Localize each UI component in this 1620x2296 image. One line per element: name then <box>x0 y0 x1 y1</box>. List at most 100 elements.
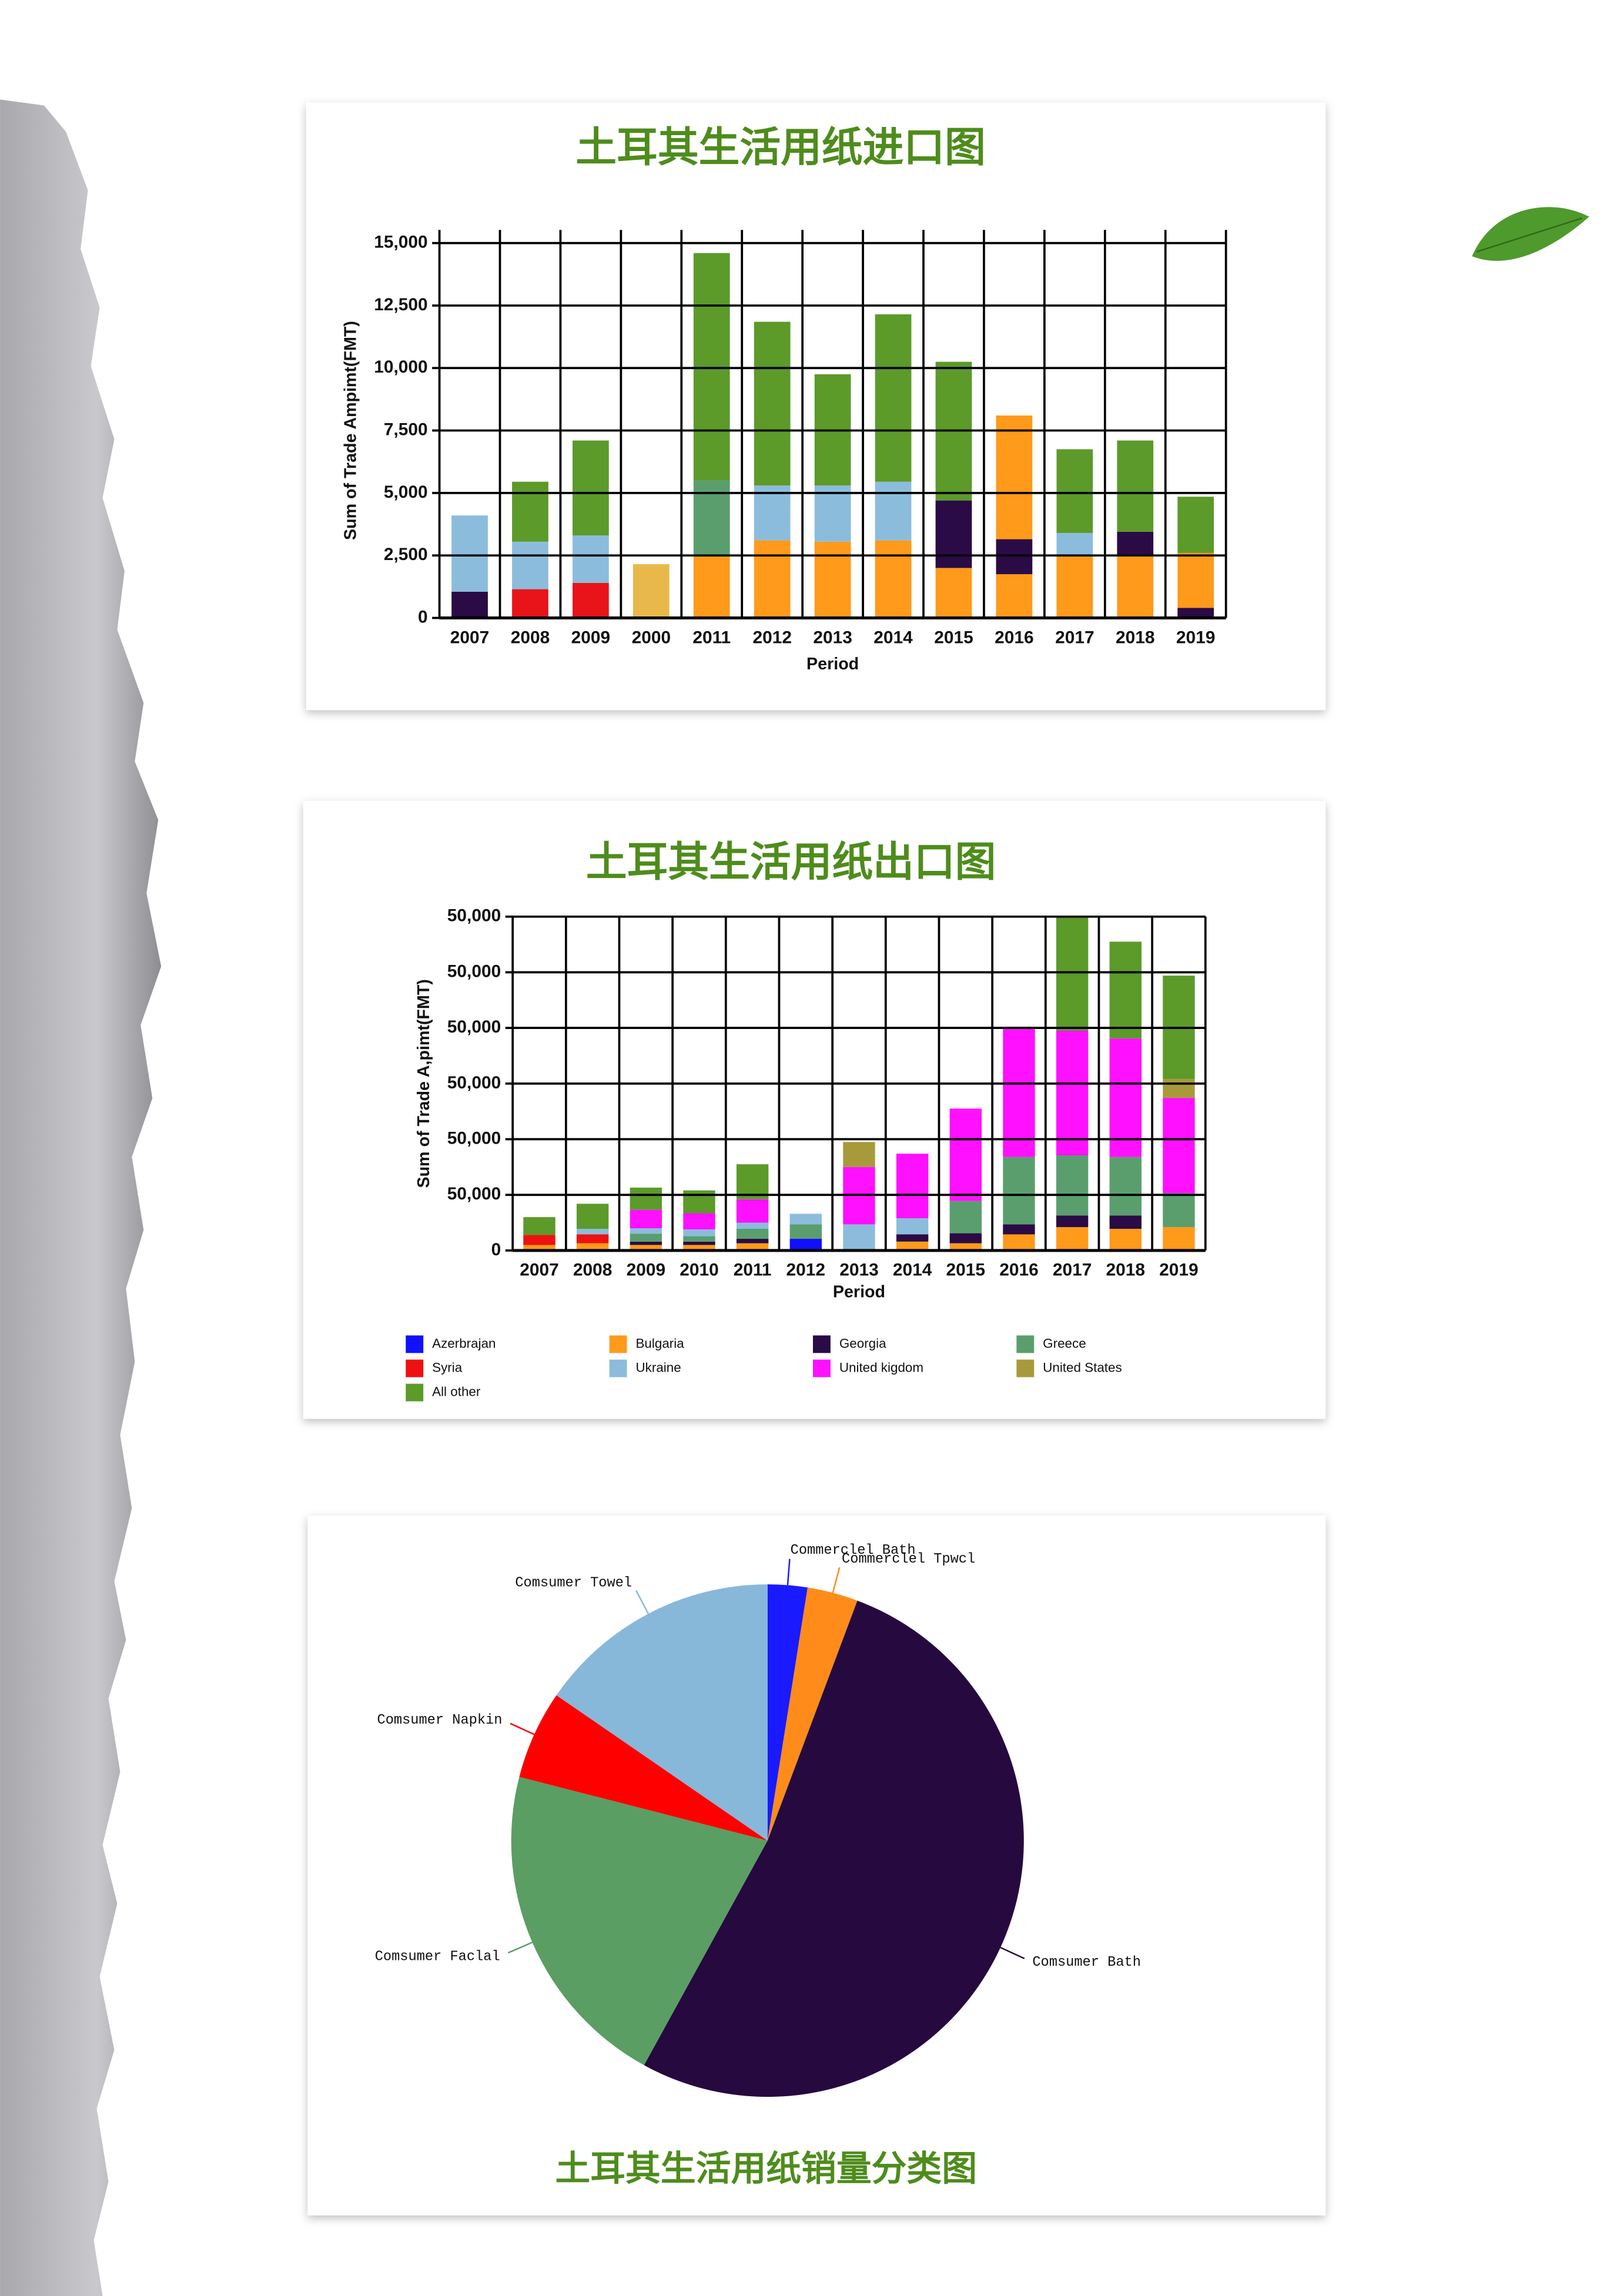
bar-segment <box>693 480 730 556</box>
y-tick-label: 7,500 <box>384 420 428 439</box>
bar-segment <box>736 1199 769 1223</box>
bar-segment <box>1163 1098 1195 1194</box>
bar-segment <box>451 591 488 618</box>
bar-segment <box>630 1187 662 1210</box>
x-tick-label: 2012 <box>786 1261 825 1280</box>
bar-segment <box>1003 1027 1035 1157</box>
legend-swatch <box>812 1335 831 1353</box>
pie-slice <box>519 1695 768 1841</box>
legend-swatch <box>406 1383 424 1402</box>
bar-segment <box>949 1233 982 1243</box>
charts: 0 2,500 5,000 7,500 10,000 12,500 15,000 2007 20… <box>342 123 1227 2190</box>
pie-label: Commerclel Tpwcl <box>842 1551 975 1567</box>
pie-label: Comsumer Towel <box>515 1575 632 1591</box>
x-tick-label: 2017 <box>1053 1261 1092 1280</box>
x-axis-label: Period <box>833 1283 885 1302</box>
bar-segment <box>1056 555 1093 618</box>
bar-segment <box>1056 916 1089 1031</box>
x-tick-label: 2015 <box>946 1261 986 1280</box>
bar-segment <box>1117 555 1154 618</box>
legend-label: Greece <box>1043 1336 1086 1350</box>
y-tick-label: 10,000 <box>374 357 427 377</box>
x-tick-label: 2018 <box>1116 628 1155 647</box>
bar-segment <box>935 568 972 618</box>
bar-segment <box>576 1243 609 1251</box>
bar-segment <box>1109 1038 1142 1157</box>
y-tick-label: 50,000 <box>447 1128 501 1148</box>
bar-segment <box>576 1204 609 1229</box>
bar-segment <box>1177 552 1214 608</box>
leader-line <box>507 1942 533 1954</box>
bar-segment <box>576 1228 609 1235</box>
bar-segment <box>1163 1227 1195 1251</box>
legend-swatch <box>406 1335 424 1353</box>
y-tick-label: 50,000 <box>447 906 501 926</box>
x-tick-label: 2016 <box>999 1261 1039 1280</box>
y-tick-label: 50,000 <box>447 1017 501 1037</box>
bar-segment <box>996 574 1033 618</box>
y-tick-label: 50,000 <box>447 1184 501 1204</box>
chart-title: 土耳其生活用纸进口图 <box>575 123 986 172</box>
bar-segment <box>693 555 730 618</box>
bar-segment <box>896 1234 929 1242</box>
legend-label: All other <box>432 1385 481 1399</box>
bar-segment <box>451 515 488 592</box>
pie-label: Comsumer Bath <box>1032 1955 1141 1970</box>
bar-segment <box>1109 941 1142 1039</box>
bar-segment <box>512 589 548 618</box>
bar-segment <box>875 540 912 618</box>
bar-segment <box>1109 1157 1142 1216</box>
bar-segment <box>1163 1079 1195 1098</box>
bar-segment <box>573 440 609 536</box>
x-tick-label: 2013 <box>813 628 852 647</box>
legend-label: United States <box>1043 1360 1122 1375</box>
bar-segment <box>814 485 851 542</box>
bar-segment <box>1056 1227 1089 1251</box>
chart-title: 土耳其生活用纸销量分类图 <box>555 2148 977 2190</box>
bar-segment <box>683 1229 715 1236</box>
y-axis-label: Sum of Trade A,pimt(FMT) <box>414 979 433 1188</box>
bar-segment <box>896 1154 929 1219</box>
bar-segment <box>789 1224 822 1239</box>
bar-segment <box>523 1217 555 1235</box>
x-tick-label: 2019 <box>1159 1261 1199 1280</box>
torn-paper <box>0 99 162 2296</box>
card <box>303 800 1326 1419</box>
leader-line <box>786 1558 791 1586</box>
bar-segment <box>736 1222 769 1229</box>
legend-label: Ukraine <box>635 1360 681 1375</box>
y-tick-label: 2,500 <box>384 545 428 564</box>
y-tick-label: 5,000 <box>384 482 428 502</box>
x-tick-label: 2015 <box>934 628 973 647</box>
y-tick-label: 0 <box>418 607 428 626</box>
bar-segment <box>523 1235 555 1245</box>
bar-segment <box>935 500 972 568</box>
bar-segment <box>1003 1234 1035 1251</box>
pie-slice <box>767 1587 858 1841</box>
bar-segment <box>789 1214 822 1225</box>
x-tick-label: 2014 <box>873 628 913 647</box>
bar-segment <box>630 1209 662 1229</box>
bar-segment <box>814 541 851 618</box>
x-tick-label: 2018 <box>1106 1261 1145 1280</box>
bar-segment <box>1056 1155 1089 1216</box>
x-tick-label: 2019 <box>1176 628 1216 647</box>
pie-slice <box>511 1777 768 2066</box>
y-tick-label: 50,000 <box>447 1073 501 1092</box>
y-tick-label: 0 <box>491 1240 501 1259</box>
bar-segment <box>693 253 730 481</box>
bar-segment <box>630 1228 662 1234</box>
bar-segment <box>576 1234 609 1243</box>
x-tick-label: 2011 <box>734 1261 772 1280</box>
bar-segment <box>754 321 791 486</box>
x-axis-label: Period <box>806 655 859 673</box>
bar-segment <box>573 535 609 583</box>
x-tick-label: 2012 <box>752 628 792 647</box>
legend-swatch <box>812 1359 831 1377</box>
legend-label: Syria <box>432 1360 463 1375</box>
leader-line <box>635 1590 650 1614</box>
x-tick-label: 2013 <box>839 1261 878 1280</box>
pie-label: Commerclel Bath <box>791 1543 916 1558</box>
